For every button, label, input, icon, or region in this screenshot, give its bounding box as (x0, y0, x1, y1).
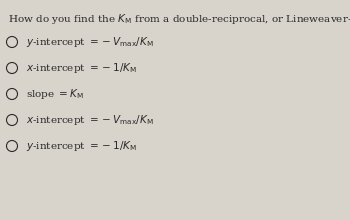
Text: $x$-intercept $= -1/K_\mathrm{M}$: $x$-intercept $= -1/K_\mathrm{M}$ (26, 61, 137, 75)
Text: $y$-intercept $= -V_\mathrm{max}/K_\mathrm{M}$: $y$-intercept $= -V_\mathrm{max}/K_\math… (26, 35, 154, 49)
Text: slope $= K_\mathrm{M}$: slope $= K_\mathrm{M}$ (26, 87, 84, 101)
Text: How do you find the $K_\mathrm{M}$ from a double-reciprocal, or Lineweaver–Burk,: How do you find the $K_\mathrm{M}$ from … (8, 12, 350, 26)
Text: $y$-intercept $= -1/K_\mathrm{M}$: $y$-intercept $= -1/K_\mathrm{M}$ (26, 139, 137, 153)
Text: $x$-intercept $=-V_\mathrm{max}/K_\mathrm{M}$: $x$-intercept $=-V_\mathrm{max}/K_\mathr… (26, 113, 154, 127)
